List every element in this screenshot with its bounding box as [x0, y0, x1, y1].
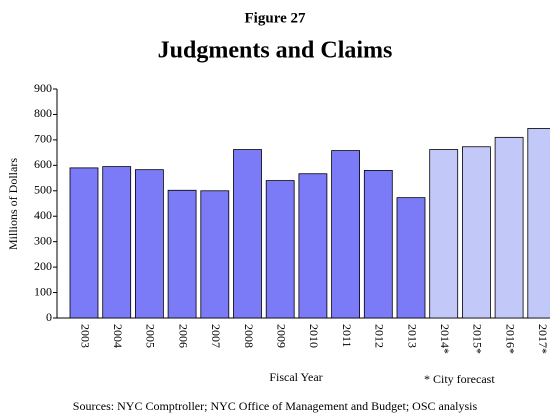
bar	[69, 167, 99, 319]
y-tick-label: 700	[34, 132, 52, 146]
y-tick-label: 500	[34, 183, 52, 197]
figure-label: Figure 27	[245, 10, 306, 26]
annotation: * City forecast	[424, 372, 495, 386]
bar	[233, 149, 262, 319]
chart-title: Judgments and Claims	[158, 38, 393, 64]
x-axis-label: Fiscal Year	[269, 370, 322, 384]
bar	[265, 180, 295, 319]
bar	[167, 189, 197, 319]
bar	[331, 150, 361, 319]
x-tick-label: 2016*	[503, 324, 517, 354]
x-tick-label: 2011	[340, 324, 354, 348]
x-tick-label: 2012	[373, 324, 387, 348]
y-tick-label: 900	[34, 81, 52, 95]
x-tick-label: 2015*	[471, 324, 485, 354]
x-tick-label: 2013	[405, 324, 419, 348]
bar	[298, 173, 328, 319]
x-tick-label: 2009	[274, 324, 288, 348]
bar	[363, 170, 393, 319]
x-tick-label: 2004	[111, 324, 125, 348]
x-tick-label: 2010	[307, 324, 321, 348]
source: Sources: NYC Comptroller; NYC Office of …	[73, 399, 478, 413]
bar	[134, 169, 164, 319]
bar	[527, 128, 550, 319]
y-tick-label: 300	[34, 233, 52, 247]
x-tick-label: 2006	[176, 324, 190, 348]
x-tick-label: 2005	[144, 324, 158, 348]
y-tick-label: 800	[34, 106, 52, 120]
x-tick-label: 2007	[209, 324, 223, 348]
bar	[102, 166, 132, 319]
y-axis-label: Millions of Dollars	[6, 158, 20, 250]
y-tick-label: 600	[34, 157, 52, 171]
y-tick-label: 100	[34, 284, 52, 298]
bar	[396, 197, 426, 319]
bar	[494, 136, 524, 319]
y-tick-label: 0	[46, 310, 52, 324]
x-tick-label: 2014*	[438, 324, 452, 354]
bar	[461, 146, 491, 319]
y-tick-label: 200	[34, 259, 52, 273]
bar	[429, 149, 459, 319]
y-tick-label: 400	[34, 208, 52, 222]
x-tick-label: 2003	[78, 324, 92, 348]
x-tick-label: 2017*	[536, 324, 550, 354]
bar	[200, 190, 230, 319]
x-tick-label: 2008	[242, 324, 256, 348]
